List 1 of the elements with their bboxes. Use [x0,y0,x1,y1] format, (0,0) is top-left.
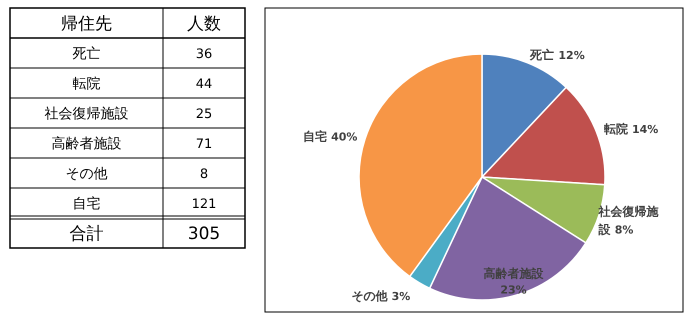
table: 帰住先 人数 死亡 36 転院 44 社会復帰施設 25 高齢者施設 71 その他 8 自宅 121 合計 305 [9,7,246,249]
